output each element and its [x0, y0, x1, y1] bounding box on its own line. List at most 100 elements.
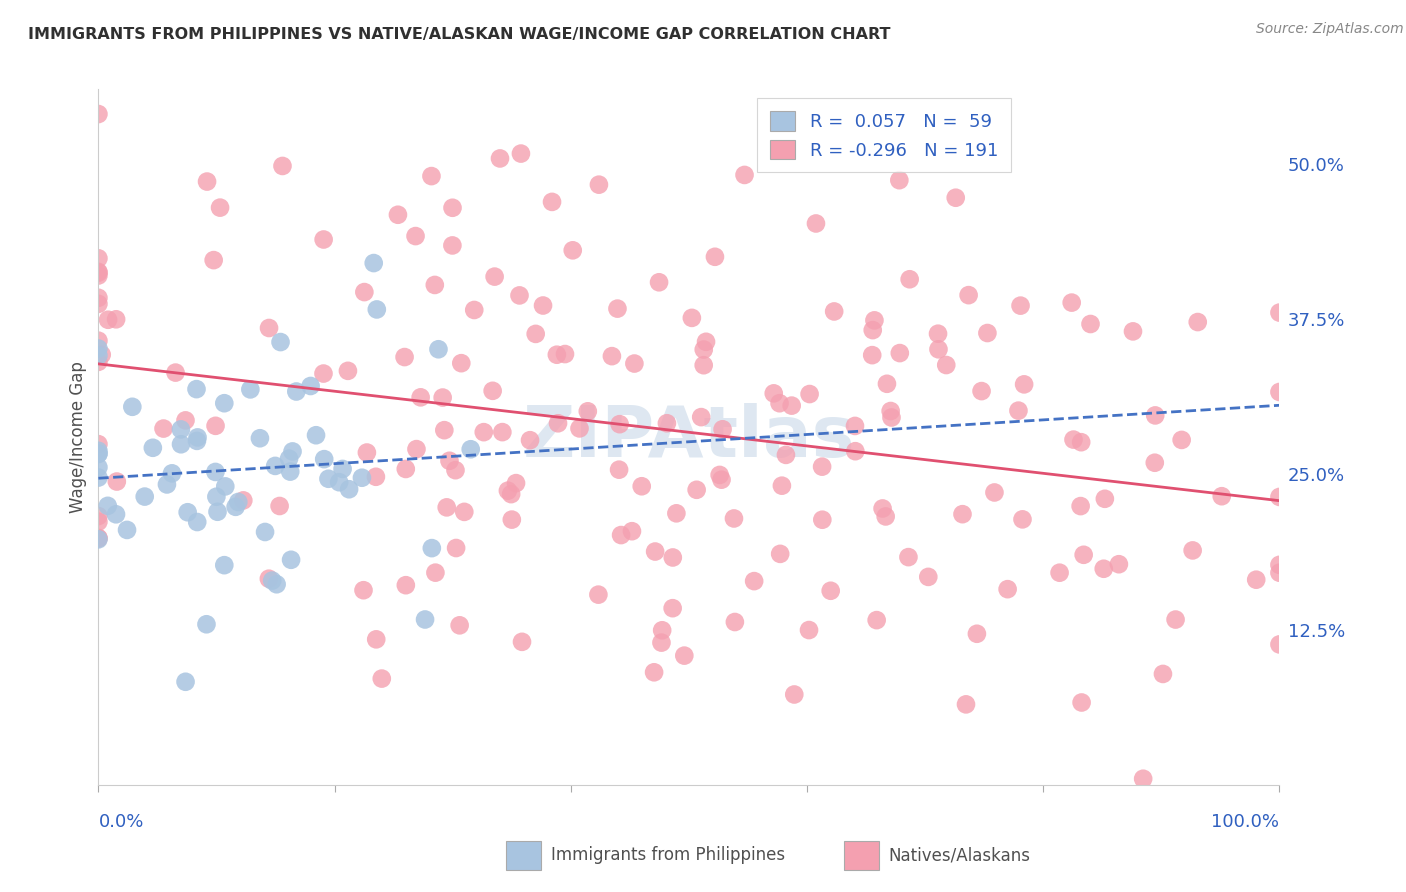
Point [363, 256, 385, 270]
Point [820, 583, 842, 598]
Point [105, 508, 128, 522]
Point [266, 577, 288, 591]
Point [897, 550, 920, 565]
Point [1187, 315, 1209, 329]
Point [927, 326, 949, 341]
Point [1049, 566, 1071, 580]
Point [1122, 325, 1144, 339]
Point [413, 612, 436, 626]
Point [879, 404, 901, 418]
Point [481, 384, 503, 398]
Point [312, 367, 335, 381]
Point [366, 632, 388, 647]
Point [441, 238, 464, 252]
Point [115, 523, 138, 537]
Point [917, 570, 939, 584]
Point [711, 422, 734, 436]
Point [623, 357, 645, 371]
Point [264, 458, 287, 473]
Point [1094, 491, 1116, 506]
Point [152, 421, 174, 435]
Point [510, 635, 533, 649]
Point [1144, 409, 1167, 423]
Point [935, 358, 957, 372]
Y-axis label: Wage/Income Gap: Wage/Income Gap [69, 361, 87, 513]
Point [650, 635, 672, 649]
Point [87, 533, 110, 547]
Point [762, 386, 785, 401]
Point [195, 175, 218, 189]
Point [610, 528, 633, 542]
Point [356, 445, 378, 459]
Point [87, 355, 110, 369]
Point [644, 544, 666, 558]
Point [239, 383, 262, 397]
Point [692, 358, 714, 372]
Point [225, 500, 247, 514]
Point [87, 460, 110, 475]
Text: 100.0%: 100.0% [1212, 813, 1279, 830]
Point [734, 168, 756, 182]
Point [371, 672, 394, 686]
Point [387, 208, 409, 222]
Point [204, 418, 226, 433]
Point [105, 312, 128, 326]
Point [87, 437, 110, 451]
Point [524, 326, 547, 341]
Point [957, 288, 980, 302]
Point [1244, 573, 1267, 587]
Point [1011, 512, 1033, 526]
Point [332, 462, 354, 476]
Point [1164, 613, 1187, 627]
Point [214, 558, 236, 573]
Point [278, 465, 301, 479]
Point [643, 665, 665, 680]
Point [695, 334, 717, 349]
Point [87, 107, 110, 121]
Point [87, 470, 110, 484]
Legend: R =  0.057   N =  59, R = -0.296   N = 191: R = 0.057 N = 59, R = -0.296 N = 191 [758, 98, 1011, 172]
Point [405, 229, 427, 244]
Point [439, 454, 461, 468]
Point [709, 467, 731, 482]
Point [554, 347, 576, 361]
Point [278, 451, 301, 466]
Point [433, 423, 456, 437]
Point [1211, 489, 1233, 503]
Point [312, 232, 335, 246]
Point [353, 583, 375, 598]
Point [501, 487, 523, 501]
Point [681, 310, 703, 325]
Point [176, 505, 198, 519]
Point [1070, 499, 1092, 513]
Point [420, 169, 443, 183]
Point [945, 191, 967, 205]
Point [134, 490, 156, 504]
Point [588, 588, 610, 602]
Point [1268, 384, 1291, 399]
Point [170, 422, 193, 436]
Point [441, 201, 464, 215]
Point [87, 334, 110, 348]
Text: Source: ZipAtlas.com: Source: ZipAtlas.com [1256, 22, 1403, 37]
Point [299, 379, 322, 393]
Point [862, 323, 884, 337]
Point [655, 416, 678, 430]
Point [165, 366, 187, 380]
Point [505, 476, 527, 491]
Point [970, 384, 993, 398]
Point [880, 410, 903, 425]
Point [427, 343, 450, 357]
Point [1060, 295, 1083, 310]
Point [1268, 490, 1291, 504]
Point [262, 574, 284, 588]
Point [105, 475, 128, 489]
Point [121, 400, 143, 414]
Point [811, 513, 834, 527]
Point [531, 299, 554, 313]
Point [876, 376, 898, 391]
Point [87, 509, 110, 524]
Point [983, 485, 1005, 500]
Point [1092, 562, 1115, 576]
Point [723, 511, 745, 525]
